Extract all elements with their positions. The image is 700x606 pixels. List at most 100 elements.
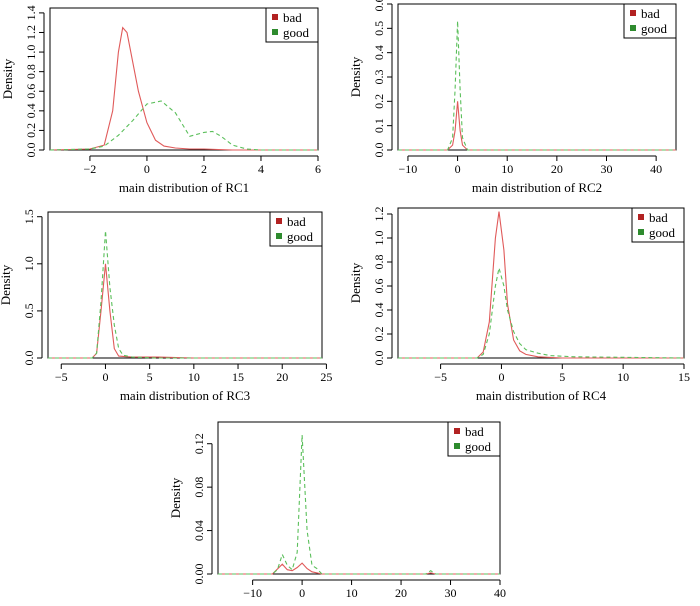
x-tick-label: 4 xyxy=(258,162,264,176)
legend-box xyxy=(631,207,685,243)
chart-panel-rc4: −5 0 5 10 15 0.0 0.2 0.4 0.6 0.8 1.0 1.2 main distri… xyxy=(348,207,690,404)
legend-box xyxy=(623,3,677,39)
x-axis-title: main distribution of RC5 xyxy=(294,604,424,606)
y-tick-label: 0.5 xyxy=(372,21,386,36)
series-line-bad xyxy=(218,562,500,575)
legend-swatch-good xyxy=(276,233,282,239)
legend-label-bad: bad xyxy=(287,214,306,229)
x-axis-title: main distribution of RC3 xyxy=(120,388,250,403)
legend-label-bad: bad xyxy=(465,424,484,439)
x-tick-label: 25 xyxy=(320,370,332,384)
x-tick-label: 20 xyxy=(276,370,288,384)
legend-box xyxy=(265,7,319,43)
x-tick-label: −2 xyxy=(84,162,97,176)
y-tick-label: 0.5 xyxy=(22,303,36,318)
legend-swatch-good xyxy=(454,443,460,449)
y-axis-title: Density xyxy=(0,58,15,99)
x-axis-title: main distribution of RC2 xyxy=(472,180,602,195)
y-tick-label: 0.4 xyxy=(372,45,386,60)
x-tick-label: 5 xyxy=(147,370,153,384)
y-tick-label: 0.4 xyxy=(372,303,386,318)
y-tick-label: 1.5 xyxy=(22,209,36,224)
x-tick-label: 40 xyxy=(494,586,506,600)
series-line-bad xyxy=(398,101,676,151)
x-tick-label: 10 xyxy=(501,162,513,176)
legend-box xyxy=(447,421,501,457)
y-tick-label: 1.2 xyxy=(24,25,38,40)
y-tick-label: 1.4 xyxy=(24,5,38,20)
series-line-good xyxy=(48,230,322,359)
y-tick-label: 0.8 xyxy=(372,255,386,270)
y-axis-title: Density xyxy=(168,477,183,518)
legend-swatch-bad xyxy=(454,428,460,434)
x-axis-title: main distribution of RC4 xyxy=(476,388,607,403)
y-tick-label: 1.0 xyxy=(22,256,36,271)
x-tick-label: −10 xyxy=(399,162,418,176)
legend-box xyxy=(269,211,323,247)
y-tick-label: 0.3 xyxy=(372,70,386,85)
legend-label-bad: bad xyxy=(649,210,668,225)
y-tick-label: 0.8 xyxy=(24,64,38,79)
x-tick-label: −10 xyxy=(243,586,262,600)
x-tick-label: 20 xyxy=(395,586,407,600)
y-tick-label: 0.04 xyxy=(192,520,206,541)
series-line-bad xyxy=(48,263,322,359)
y-axis-title: Density xyxy=(348,262,363,303)
y-tick-label: 0.12 xyxy=(192,433,206,454)
y-tick-label: 1.0 xyxy=(372,231,386,246)
y-tick-label: 0.0 xyxy=(372,351,386,366)
plot-frame xyxy=(49,7,319,151)
chart-panel-rc5: −10 0 10 20 30 40 0.00 0.04 0.08 0.12 main distrib… xyxy=(168,421,506,606)
y-tick-label: 0.2 xyxy=(372,94,386,109)
legend-label-bad: bad xyxy=(283,10,302,25)
legend-label-good: good xyxy=(465,439,492,454)
x-tick-label: 0 xyxy=(498,370,504,384)
y-tick-label: 0.4 xyxy=(24,103,38,118)
y-axis-title: Density xyxy=(0,264,13,305)
series-line-good xyxy=(398,20,676,151)
x-axis-title: main distribution of RC1 xyxy=(119,180,249,195)
legend-swatch-bad xyxy=(276,218,282,224)
x-tick-label: 15 xyxy=(678,370,690,384)
y-tick-label: 0.2 xyxy=(24,123,38,138)
legend-swatch-bad xyxy=(630,10,636,16)
x-tick-label: −5 xyxy=(434,370,447,384)
y-tick-label: 0.2 xyxy=(372,327,386,342)
series-line-good xyxy=(49,100,318,151)
x-tick-label: 30 xyxy=(445,586,457,600)
x-tick-label: 30 xyxy=(601,162,613,176)
legend-swatch-good xyxy=(630,25,636,31)
legend-label-bad: bad xyxy=(641,6,660,21)
series-line-good xyxy=(398,267,685,359)
y-tick-label: 0.6 xyxy=(372,279,386,294)
y-tick-label: 0.0 xyxy=(22,351,36,366)
y-tick-label: 0.6 xyxy=(372,0,386,12)
x-tick-label: −5 xyxy=(55,370,68,384)
x-tick-label: 10 xyxy=(346,586,358,600)
legend-swatch-bad xyxy=(638,214,644,220)
y-tick-label: 0.0 xyxy=(372,143,386,158)
y-tick-label: 0.6 xyxy=(24,84,38,99)
x-tick-label: 20 xyxy=(551,162,563,176)
y-tick-label: 0.00 xyxy=(192,564,206,585)
legend-label-good: good xyxy=(287,229,314,244)
y-tick-label: 0.0 xyxy=(24,143,38,158)
x-tick-label: 6 xyxy=(315,162,321,176)
x-tick-label: 5 xyxy=(559,370,565,384)
legend-label-good: good xyxy=(649,225,676,240)
legend-swatch-bad xyxy=(272,14,278,20)
legend-swatch-good xyxy=(272,29,278,35)
x-tick-label: 10 xyxy=(188,370,200,384)
plot-frame xyxy=(397,207,685,359)
y-tick-label: 1.2 xyxy=(372,207,386,222)
x-tick-label: 10 xyxy=(617,370,629,384)
chart-panel-rc1: −2 0 2 4 6 0.0 0.2 0.4 0.6 0.8 1.0 1.2 1.4 main distr… xyxy=(0,5,321,195)
x-tick-label: 2 xyxy=(201,162,207,176)
x-tick-label: 0 xyxy=(144,162,150,176)
series-line-bad xyxy=(398,211,684,359)
